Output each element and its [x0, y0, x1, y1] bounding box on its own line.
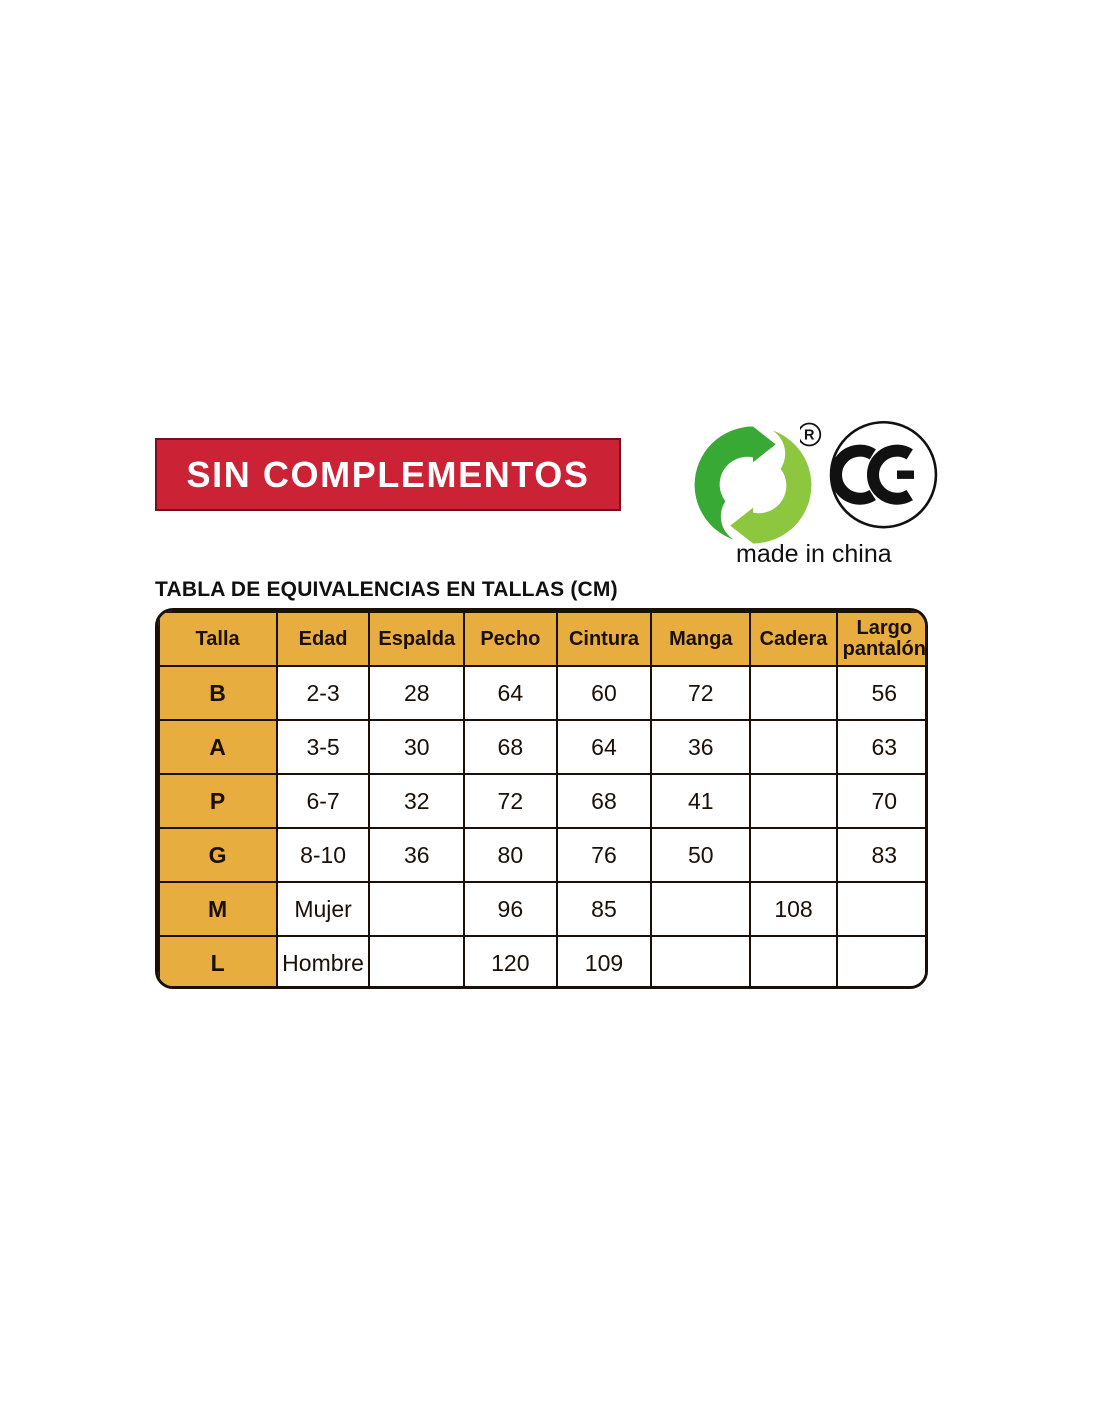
svg-text:R: R — [804, 428, 815, 444]
